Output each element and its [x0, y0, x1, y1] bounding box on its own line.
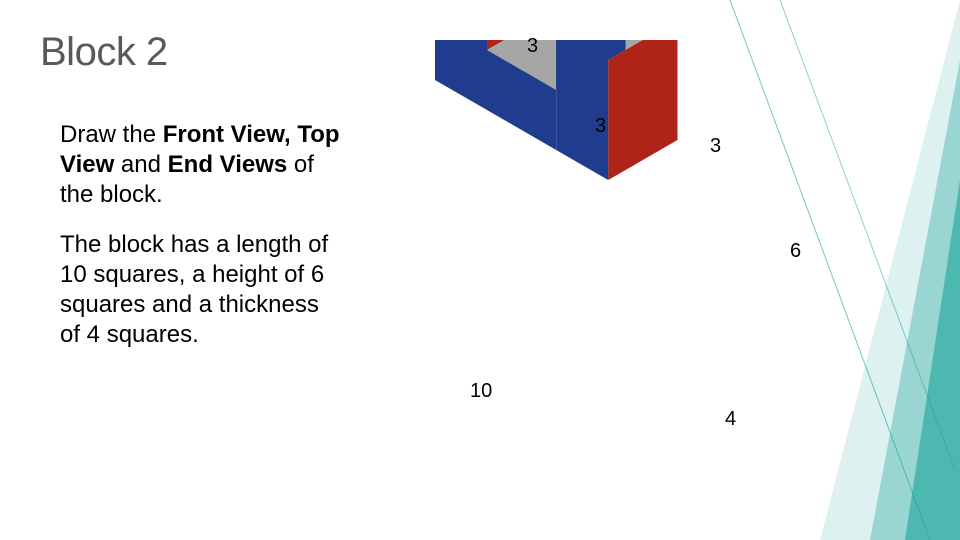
dim-thickness: 4: [725, 408, 736, 431]
dim-top-left: 3: [527, 35, 538, 58]
paragraph-2: The block has a length of 10 squares, a …: [60, 230, 340, 350]
p1-mid: and: [114, 151, 167, 178]
slide: Block 2 Draw the Front View, Top View an…: [0, 0, 960, 540]
isometric-diagram: 3 3 3 6 4 10: [375, 40, 805, 490]
paragraph-1: Draw the Front View, Top View and End Vi…: [60, 120, 340, 210]
dim-step-h: 3: [595, 115, 606, 138]
slide-body: Draw the Front View, Top View and End Vi…: [60, 120, 340, 370]
block-svg: [375, 40, 805, 490]
dim-step-w: 3: [710, 135, 721, 158]
dim-length: 10: [470, 380, 492, 403]
dim-height: 6: [790, 240, 801, 263]
slide-title: Block 2: [40, 30, 168, 75]
p1-pre: Draw the: [60, 121, 163, 148]
p1-bold-2: End Views: [168, 151, 288, 178]
